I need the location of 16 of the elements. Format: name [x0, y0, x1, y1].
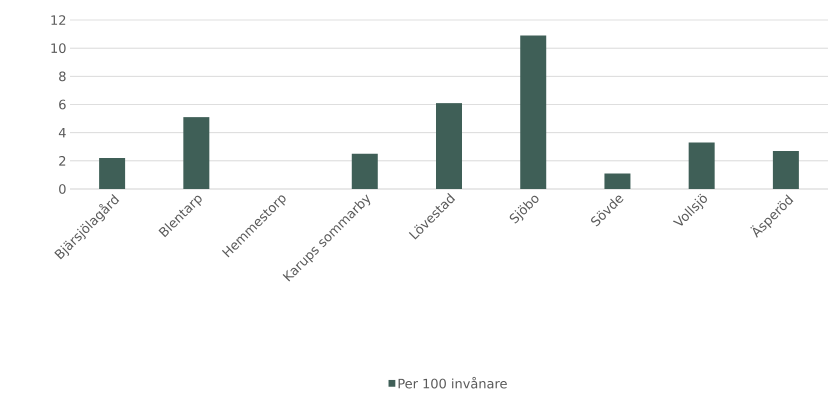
bar — [688, 142, 715, 189]
y-tick-label: 6 — [59, 100, 66, 110]
y-tick-label: 10 — [51, 43, 66, 54]
y-tick-label: 4 — [58, 128, 66, 138]
y-tick-label: 0 — [59, 184, 66, 194]
bar — [520, 35, 546, 189]
bar — [352, 154, 378, 189]
bar — [436, 103, 462, 189]
legend-label: Per 100 invånare — [398, 376, 507, 388]
bar — [772, 150, 799, 189]
y-tick-label: 8 — [59, 71, 66, 82]
bar — [183, 117, 210, 189]
y-tick-label: 2 — [59, 156, 66, 166]
y-tick-label: 12 — [51, 15, 66, 25]
bar — [99, 158, 126, 189]
bar — [604, 174, 630, 189]
